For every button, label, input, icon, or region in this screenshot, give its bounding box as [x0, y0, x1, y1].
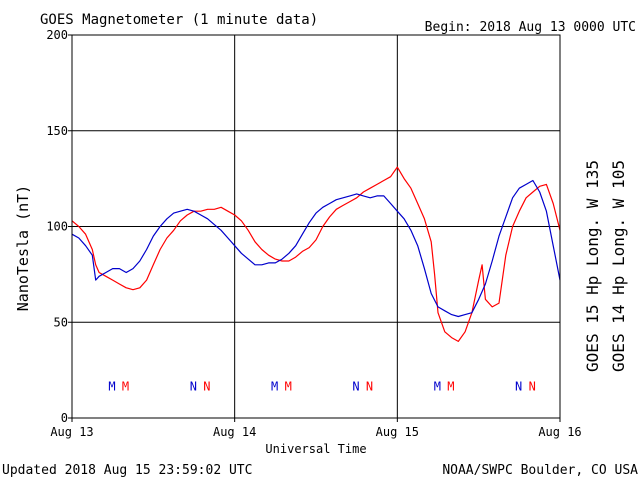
legend-goes14: GOES 14 Hp Long. W 105 — [609, 160, 628, 372]
series-layer — [71, 166, 561, 342]
grid — [72, 35, 560, 418]
credit-text: NOAA/SWPC Boulder, CO USA — [442, 463, 638, 478]
y-tick-label: 200 — [46, 28, 68, 42]
noon-marker: N — [203, 379, 210, 393]
y-tick-labels: 0 50 100 150 200 — [46, 28, 72, 425]
midnight-marker: M — [122, 379, 129, 393]
y-tick-label: 50 — [54, 315, 68, 329]
x-tick-labels: Aug 13 Aug 14 Aug 15 Aug 16 — [50, 418, 582, 439]
legend-goes15: GOES 15 Hp Long. W 135 — [583, 160, 602, 372]
y-tick-label: 100 — [46, 220, 68, 234]
plot-frame — [71, 34, 561, 419]
updated-timestamp: Updated 2018 Aug 15 23:59:02 UTC — [2, 463, 252, 478]
x-tick-label: Aug 13 — [50, 425, 93, 439]
noon-marker: N — [529, 379, 536, 393]
x-tick-label: Aug 16 — [538, 425, 581, 439]
x-tick-label: Aug 14 — [213, 425, 256, 439]
noon-marker: N — [366, 379, 373, 393]
x-axis-label: Universal Time — [265, 442, 366, 456]
midnight-marker: M — [447, 379, 454, 393]
y-tick-label: 150 — [46, 124, 68, 138]
noon-marker: N — [352, 379, 359, 393]
series-line-goes15 — [71, 166, 561, 342]
x-tick-label: Aug 15 — [376, 425, 419, 439]
begin-time: Begin: 2018 Aug 13 0000 UTC — [425, 20, 636, 35]
midnight-marker: M — [285, 379, 292, 393]
y-axis-label: NanoTesla (nT) — [14, 185, 32, 311]
midnight-marker: M — [271, 379, 278, 393]
y-tick-label: 0 — [61, 411, 68, 425]
midnight-marker: M — [434, 379, 441, 393]
midnight-marker: M — [108, 379, 115, 393]
noon-marker: N — [515, 379, 522, 393]
noon-marker: N — [190, 379, 197, 393]
chart-title: GOES Magnetometer (1 minute data) — [40, 12, 318, 28]
series-line-goes14 — [71, 179, 561, 318]
